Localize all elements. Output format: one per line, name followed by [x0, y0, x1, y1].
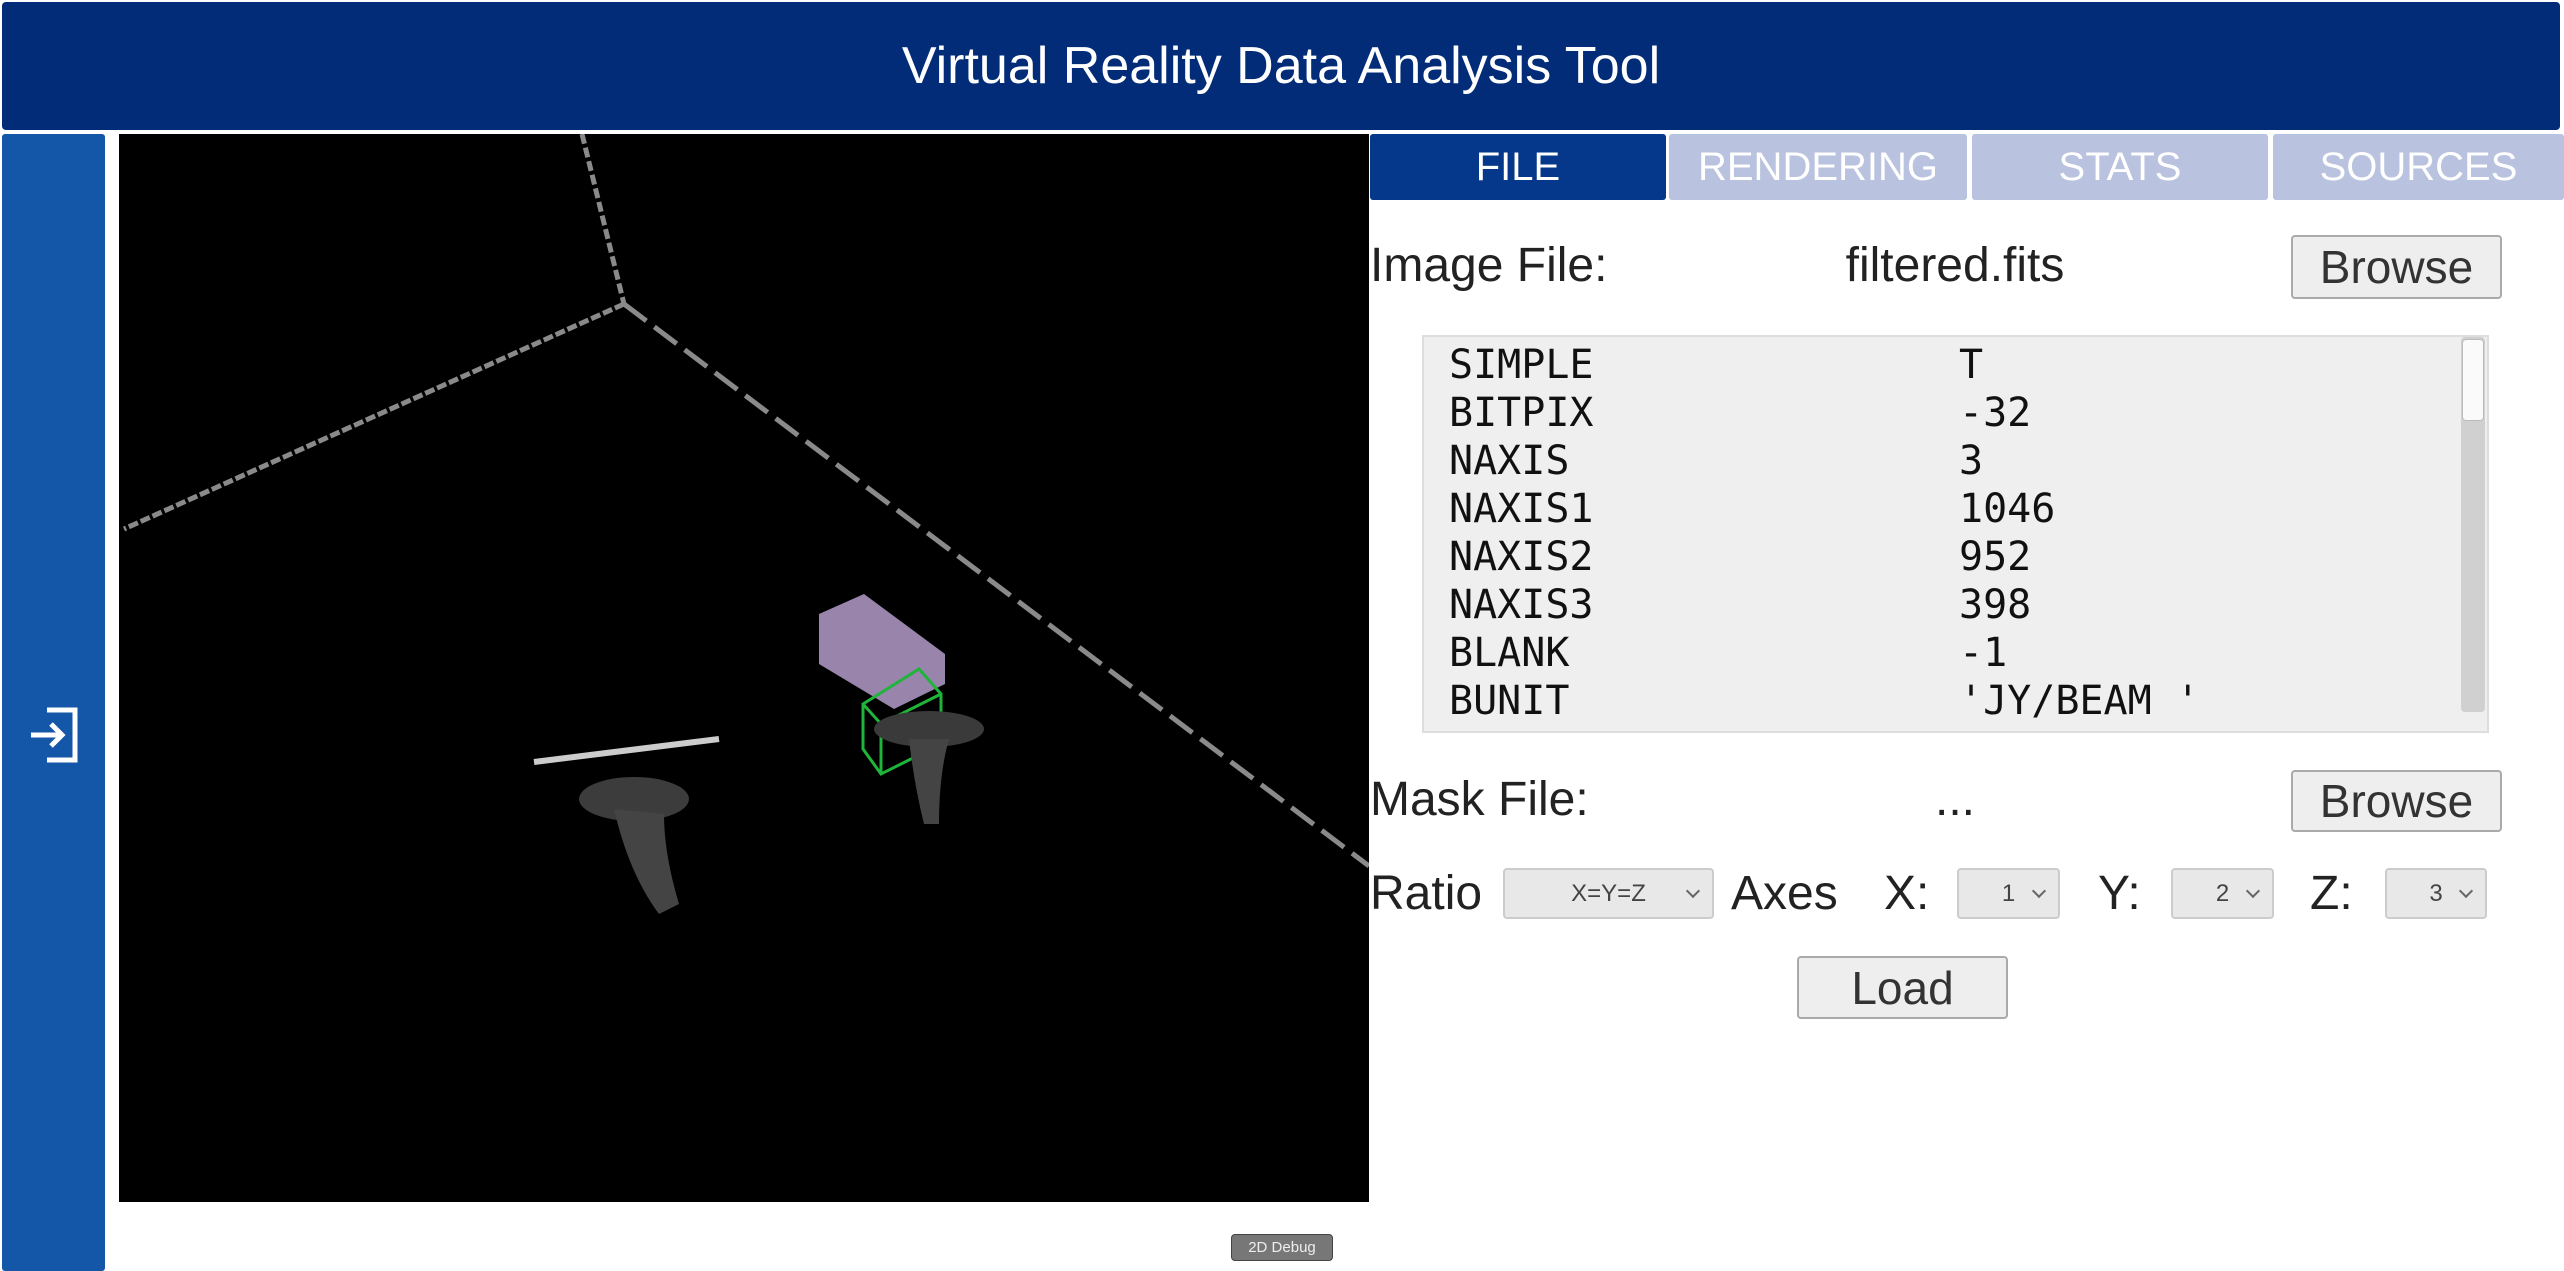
tab[interactable]: RENDERING — [1669, 134, 1967, 200]
image-file-name: filtered.fits — [1845, 239, 2065, 292]
fits-key: BLANK — [1449, 630, 1570, 676]
z-axis-select[interactable]: 3 — [2385, 868, 2487, 919]
ratio-select[interactable]: X=Y=Z — [1503, 868, 1714, 919]
scrollbar[interactable] — [2461, 337, 2485, 712]
z-axis-value: 3 — [2429, 879, 2443, 907]
fits-value: '2013-12 — [1959, 725, 2152, 731]
x-axis-select[interactable]: 1 — [1957, 868, 2060, 919]
fits-key: BITPIX — [1449, 390, 1594, 436]
fits-key: SIMPLE — [1449, 342, 1594, 388]
tab[interactable]: SOURCES — [2273, 134, 2564, 200]
app-title: Virtual Reality Data Analysis Tool — [901, 37, 1661, 95]
debug-button[interactable]: 2D Debug — [1231, 1234, 1333, 1261]
x-axis-label: X: — [1884, 867, 1930, 920]
title-bar: Virtual Reality Data Analysis Tool — [2, 2, 2560, 130]
y-axis-value: 2 — [2215, 879, 2230, 907]
x-axis-value: 1 — [2001, 879, 2016, 907]
ratio-label: Ratio — [1370, 867, 1483, 920]
vr-viewport[interactable] — [119, 133, 1371, 1202]
sidebar — [2, 134, 105, 1271]
fits-key: NAXIS1 — [1449, 486, 1594, 532]
image-file-label: Image File: — [1370, 239, 1608, 292]
fits-value: 398 — [1959, 582, 2032, 628]
fits-value: T — [1959, 342, 1984, 388]
scene — [122, 133, 1371, 914]
axes-label: Axes — [1731, 867, 1838, 920]
mask-file-name: ... — [1934, 773, 1975, 826]
ratio-value: X=Y=Z — [1571, 879, 1646, 907]
tab[interactable]: FILE — [1370, 134, 1666, 200]
fits-value: 3 — [1959, 438, 1984, 484]
fits-header-list[interactable]: SIMPLE T BITPIX -32 NAXIS 3 NAXIS1 1046 NAXIS2 95… — [1422, 335, 2489, 733]
exit-icon[interactable] — [27, 706, 81, 764]
fits-key: NAXIS — [1449, 438, 1570, 484]
fits-key: BUNIT — [1449, 678, 1570, 724]
browse-image-button[interactable]: Browse — [2291, 235, 2502, 299]
tab[interactable]: STATS — [1972, 134, 2268, 200]
fits-value: 'JY/BEAM ' — [1959, 678, 2200, 724]
fits-value: 1046 — [1959, 486, 2056, 532]
fits-value: -1 — [1959, 630, 2008, 676]
mask-file-label: Mask File: — [1370, 773, 1589, 826]
fits-key: NAXIS2 — [1449, 534, 1594, 580]
z-axis-label: Z: — [2310, 867, 2353, 920]
fits-value: 952 — [1959, 534, 2032, 580]
fits-key: NAXIS3 — [1449, 582, 1594, 628]
y-axis-select[interactable]: 2 — [2171, 868, 2274, 919]
fits-key: DATE-OBS — [1449, 725, 1642, 731]
browse-mask-button[interactable]: Browse — [2291, 770, 2502, 832]
y-axis-label: Y: — [2098, 867, 2141, 920]
fits-value: -32 — [1959, 390, 2032, 436]
load-button[interactable]: Load — [1797, 956, 2008, 1019]
scroll-thumb[interactable] — [2462, 339, 2484, 421]
